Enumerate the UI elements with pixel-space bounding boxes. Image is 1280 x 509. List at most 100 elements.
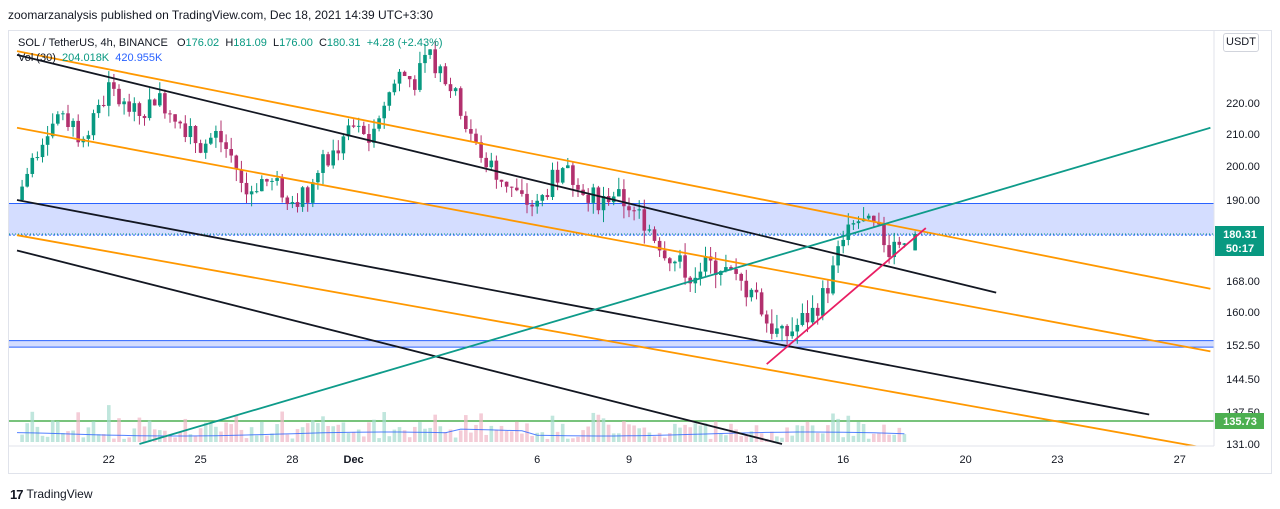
candle-body (382, 105, 386, 119)
candle-body (647, 229, 652, 231)
volume-bar (555, 431, 560, 442)
volume-bar (331, 426, 335, 442)
candle-body (387, 92, 392, 106)
axis-layer: 220.00 210.00 200.00 190.00 168.00 160.00 152.… (9, 31, 1260, 466)
time-tick-label: 16 (837, 454, 849, 466)
volume-bar (392, 429, 397, 442)
time-tick-label: 6 (534, 454, 540, 466)
volume-bar (474, 424, 478, 442)
volume-bar (91, 421, 96, 442)
tradingview-footer[interactable]: 17 TradingView (10, 484, 93, 504)
volume-bar (326, 425, 330, 442)
candle-body (627, 206, 631, 211)
trendline-orange (16, 126, 1211, 353)
candle-body (163, 93, 167, 114)
volume-bar (203, 422, 208, 442)
volume-bar (550, 415, 555, 442)
volume-bar (387, 436, 392, 442)
volume-bar (453, 437, 458, 442)
legend-vol-value: 204.018K (62, 52, 110, 64)
volume-bar (122, 438, 126, 442)
volume-bar (499, 425, 504, 442)
zone-layer (9, 203, 1214, 422)
candle-body (795, 324, 800, 332)
tradingview-brand: TradingView (26, 487, 93, 501)
candle-body (555, 169, 560, 183)
volume-bar (254, 435, 259, 442)
price-tick-label: 160.00 (1226, 307, 1260, 319)
chart-canvas[interactable]: 220.00 210.00 200.00 190.00 168.00 160.00 152.… (0, 0, 1280, 480)
candle-body (56, 114, 60, 124)
candle-body (428, 49, 432, 55)
volume-bar (821, 433, 825, 442)
candle-body (20, 186, 24, 200)
volume-bar (831, 413, 835, 442)
legend-symbol[interactable]: SOL / TetherUS, 4h, BINANCE (18, 37, 168, 49)
volume-bar (244, 438, 249, 442)
volume-bar (724, 435, 728, 442)
volume-bar (810, 425, 815, 442)
candle-body (30, 157, 35, 174)
candle-body (35, 157, 40, 159)
volume-bar (219, 431, 223, 442)
candle-body (866, 215, 871, 219)
volume-bar (627, 424, 631, 442)
candle-body (749, 289, 754, 298)
candle-body (193, 125, 198, 144)
candle-body (489, 160, 494, 168)
volume-bar (494, 429, 499, 442)
time-tick-label: 20 (959, 454, 971, 466)
volume-bar (270, 433, 274, 442)
volume-bar (785, 427, 789, 442)
legend-ohlc-row: SOL / TetherUS, 4h, BINANCE O176.02 H181… (18, 36, 443, 51)
legend-volume-row: Vol (30) 204.018K 420.955K (18, 51, 443, 66)
tradingview-logo-icon: 17 (10, 486, 24, 502)
candle-body (683, 255, 687, 278)
volume-bar (305, 423, 310, 442)
candle-body (66, 113, 70, 128)
candle-body (351, 125, 356, 127)
currency-button[interactable]: USDT (1223, 33, 1259, 52)
volume-bar (127, 437, 131, 442)
volume-bar (693, 423, 698, 442)
chart-frame[interactable] (8, 30, 1272, 474)
candle-body (637, 209, 641, 211)
candle-body (622, 189, 626, 207)
chart-legend: SOL / TetherUS, 4h, BINANCE O176.02 H181… (18, 36, 443, 66)
candle-body (275, 178, 279, 181)
candle-body (856, 221, 861, 224)
time-tick-label: 28 (286, 454, 298, 466)
candle-body (494, 160, 499, 180)
candle-body (601, 196, 606, 211)
candle-body (203, 143, 208, 153)
price-tick-label: 200.00 (1226, 161, 1260, 173)
legend-vol-label[interactable]: Vol (30) (18, 52, 56, 64)
volume-bar (35, 426, 40, 442)
volume-bar (428, 427, 432, 442)
trendline-orange (16, 234, 1200, 446)
volume-bar (168, 436, 172, 442)
volume-bar (214, 426, 218, 442)
candle-body (117, 88, 121, 105)
candle-body (367, 134, 371, 143)
volume-bar (101, 434, 106, 442)
volume-bar (606, 424, 611, 442)
candle-body (356, 125, 361, 127)
candle-body (566, 165, 570, 169)
candle-body (295, 202, 300, 207)
candle-body (407, 76, 412, 80)
candle-body (285, 197, 290, 205)
volume-bar (50, 420, 55, 442)
volume-bar (540, 432, 545, 442)
price-tick-label: 168.00 (1226, 276, 1260, 288)
candle-body (331, 150, 335, 166)
volume-bar (147, 420, 152, 442)
price-tick-label: 220.00 (1226, 98, 1260, 110)
time-tick-label: 13 (745, 454, 757, 466)
candle-body (734, 269, 738, 274)
legend-h-label: H (225, 37, 234, 49)
volume-bar (739, 436, 743, 442)
zone-support-152 (9, 340, 1214, 348)
volume-bar (76, 412, 80, 442)
volume-bar (336, 424, 341, 442)
